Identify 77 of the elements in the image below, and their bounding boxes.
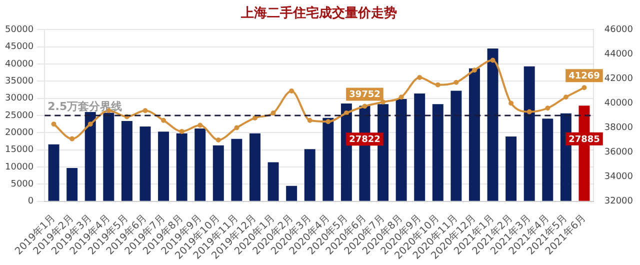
point — [51, 122, 56, 127]
point — [582, 85, 587, 90]
point — [490, 58, 496, 63]
bar — [506, 136, 517, 201]
bar — [194, 128, 206, 201]
y2-tick-label: 42000 — [604, 74, 634, 84]
data-label: 27822 — [349, 134, 380, 145]
point — [508, 100, 514, 106]
point — [179, 128, 184, 134]
bar — [140, 126, 151, 201]
y-tick-label: 20000 — [4, 128, 34, 138]
bar — [487, 48, 498, 201]
point — [545, 106, 550, 111]
point — [198, 122, 203, 128]
y-tick-label: 30000 — [4, 94, 34, 104]
y-tick-label: 15000 — [4, 145, 34, 156]
bar — [158, 132, 170, 201]
point — [70, 136, 75, 142]
point — [142, 108, 148, 114]
bar — [212, 145, 224, 201]
y-tick-label: 10000 — [4, 162, 34, 172]
bar — [542, 118, 554, 201]
point — [398, 94, 404, 100]
point — [435, 82, 440, 88]
point — [252, 115, 258, 120]
bar — [322, 118, 334, 201]
bar — [48, 144, 60, 201]
point — [161, 118, 166, 123]
point — [362, 104, 368, 109]
data-label: 41269 — [568, 71, 600, 82]
y2-tick-label: 38000 — [604, 123, 634, 134]
bar — [450, 90, 462, 201]
y2-tick-label: 32000 — [604, 196, 634, 207]
bar — [432, 104, 444, 201]
point — [380, 99, 386, 104]
point — [472, 68, 477, 73]
bar — [176, 133, 188, 201]
bar — [249, 133, 260, 201]
point — [289, 88, 294, 94]
data-label: 27885 — [568, 134, 600, 145]
point — [270, 110, 276, 116]
ref-line-label: 2.5万套分界线 — [48, 100, 122, 113]
y2-tick-label: 44000 — [604, 49, 634, 60]
y2-tick-label: 46000 — [604, 24, 634, 35]
y2-tick-label: 40000 — [604, 98, 634, 109]
bar — [84, 112, 96, 201]
y2-tick-label: 34000 — [604, 172, 634, 182]
bar — [468, 68, 480, 201]
chart-title: 上海二手住宅成交量价走势 — [240, 5, 397, 22]
point — [88, 122, 93, 127]
bar — [524, 66, 535, 201]
y-tick-label: 0 — [28, 196, 34, 207]
bar — [121, 120, 132, 201]
y2-tick-label: 36000 — [604, 148, 634, 158]
bar — [66, 168, 78, 201]
point — [563, 94, 568, 100]
point — [326, 119, 331, 124]
point — [454, 80, 459, 85]
y-tick-label: 40000 — [4, 59, 34, 70]
bar — [231, 138, 242, 201]
bar — [286, 186, 298, 201]
bar — [304, 149, 316, 201]
y-tick-label: 25000 — [4, 110, 34, 121]
y-tick-label: 5000 — [10, 180, 34, 190]
bar — [268, 162, 279, 201]
bar — [396, 99, 407, 201]
point — [234, 125, 240, 130]
y-tick-label: 45000 — [4, 42, 34, 52]
y-tick-label: 50000 — [4, 24, 34, 35]
point — [307, 118, 312, 123]
y-tick-label: 35000 — [4, 76, 34, 86]
bar — [414, 94, 426, 201]
point — [526, 109, 532, 114]
point — [417, 74, 422, 80]
data-label: 39752 — [349, 90, 380, 100]
point — [216, 138, 221, 143]
bar — [103, 112, 114, 201]
